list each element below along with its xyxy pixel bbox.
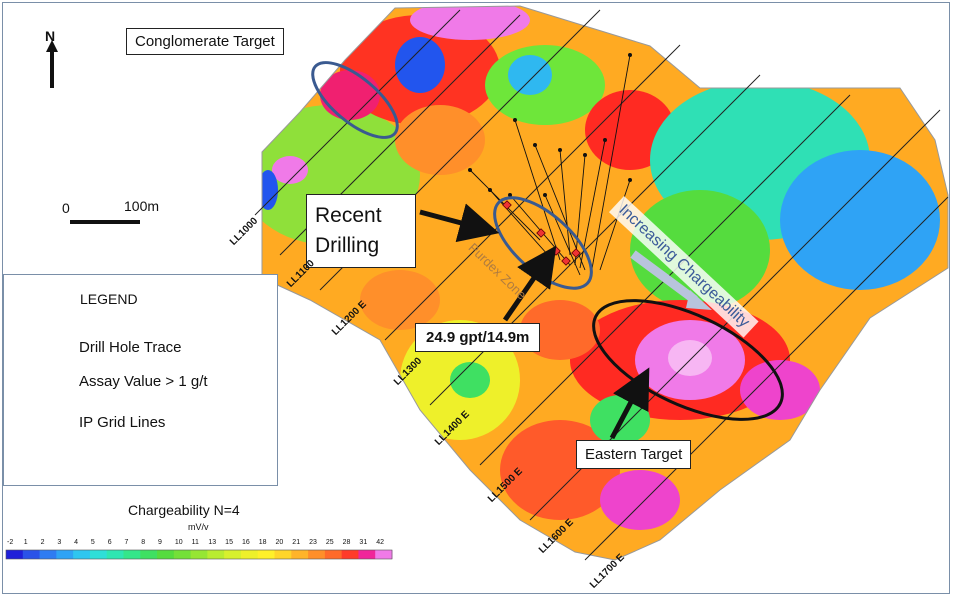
colorbar-swatch: [123, 550, 141, 559]
conglomerate-target-ellipse: [311, 61, 399, 139]
colorbar-tick-label: 20: [275, 539, 284, 546]
colorbar-tick-label: 4: [74, 539, 79, 546]
conglomerate-target-label: Conglomerate Target: [126, 28, 284, 55]
colorbar-title: Chargeability N=4: [128, 502, 240, 518]
colorbar-tick-label: 28: [342, 539, 351, 546]
scale-bar-start: 0: [62, 200, 70, 216]
grid-line-ll1300: [384, 44, 681, 341]
grid-line-ll1700: [584, 196, 949, 561]
colorbar-tick-label: 23: [309, 539, 317, 546]
legend-item-drill-hole-trace: Drill Hole Trace: [79, 339, 182, 356]
colorbar-tick-label: 42: [376, 539, 384, 546]
assay-callout-arrow: [502, 245, 557, 322]
colorbar-swatch: [308, 550, 326, 559]
colorbar-swatch: [274, 550, 292, 559]
chargeability-colorbar: [5, 549, 393, 560]
colorbar-tick-label: 7: [124, 539, 129, 546]
assay-callout-label: 24.9 gpt/14.9m: [415, 323, 541, 352]
legend-title: LEGEND: [80, 291, 138, 307]
colorbar-outline: [5, 549, 393, 560]
eastern-target-label: Eastern Target: [576, 440, 692, 469]
legend-item-assay-value: Assay Value > 1 g/t: [79, 373, 208, 390]
increasing-chargeability-arrow-shaft: [630, 250, 698, 304]
recent-drilling-label: Recent Drilling: [306, 194, 416, 268]
eastern-target-ellipse: [592, 299, 784, 421]
colorbar-tick-label: 11: [191, 539, 199, 546]
colorbar-swatch: [56, 550, 74, 559]
legend-item-ip-grid-lines: IP Grid Lines: [79, 414, 166, 431]
colorbar-swatch: [207, 550, 225, 559]
colorbar-tick-label: 10: [174, 539, 183, 546]
colorbar-swatch: [140, 550, 158, 559]
increasing-chargeability-arrow-head: [686, 290, 712, 310]
eastern-target-arrow: [609, 367, 650, 440]
legend: LEGEND Drill Hole Trace Assay Value > 1 …: [3, 274, 278, 486]
figure-frame: [2, 2, 950, 594]
drill-collars: [468, 53, 632, 197]
colorbar-tick-label: 5: [90, 539, 95, 546]
colorbar-tick-label: 8: [141, 539, 146, 546]
colorbar-swatch: [173, 550, 192, 559]
colorbar-tick-label: 15: [225, 539, 233, 546]
colorbar-swatch: [257, 550, 276, 559]
colorbar-tick-label: 18: [258, 539, 267, 546]
north-label: N: [45, 28, 56, 44]
colorbar-swatch: [106, 550, 124, 559]
recent-drilling-arrow: [419, 203, 500, 243]
colorbar-swatch: [224, 550, 242, 559]
colorbar-swatch: [358, 550, 376, 559]
colorbar-tick-label: 16: [241, 539, 250, 546]
colorbar-tick-label: 13: [208, 539, 217, 546]
colorbar-swatch: [39, 550, 57, 559]
colorbar-swatch: [190, 550, 208, 559]
colorbar-tick-label: 25: [325, 539, 334, 546]
north-arrow-icon: [46, 40, 58, 52]
scale-bar-distance: 100m: [124, 198, 160, 214]
colorbar-swatch: [375, 550, 393, 559]
colorbar-tick-label: 1: [23, 539, 28, 546]
chargeability-surface: [262, 6, 948, 560]
colorbar-swatch: [341, 550, 359, 559]
colorbar-swatch: [6, 550, 24, 559]
colorbar-tick-label: 9: [158, 539, 162, 546]
colorbar-swatch: [291, 550, 309, 559]
colorbar-swatch: [157, 550, 175, 559]
colorbar-swatch: [324, 550, 343, 559]
colorbar-tick-label: 21: [292, 539, 301, 546]
colorbar-swatch: [89, 550, 108, 559]
colorbar-tick-label: -2: [7, 539, 14, 546]
grid-line-ll1000: [254, 9, 461, 216]
colorbar-swatch: [22, 550, 41, 559]
colorbar-tick-label: 2: [40, 539, 45, 546]
colorbar-swatch: [240, 550, 259, 559]
colorbar-tick-label: 31: [359, 539, 368, 546]
colorbar-tick-label: 3: [57, 539, 62, 546]
colorbar-unit: mV/v: [188, 522, 209, 532]
colorbar-swatch: [73, 550, 91, 559]
colorbar-tick-label: 6: [107, 539, 112, 546]
